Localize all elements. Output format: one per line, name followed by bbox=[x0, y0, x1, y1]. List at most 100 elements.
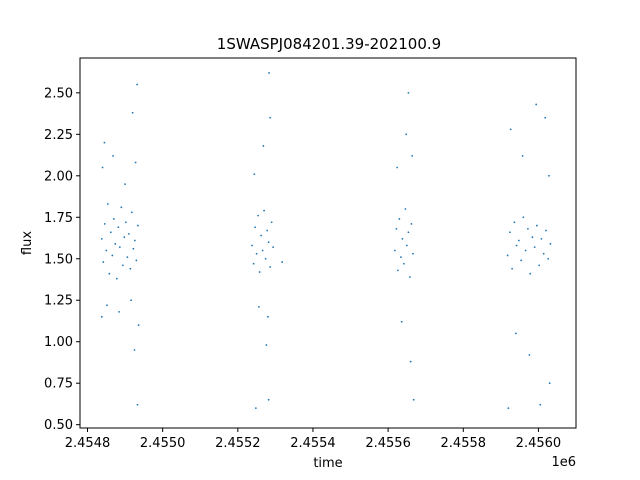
data-point bbox=[103, 141, 106, 144]
data-point bbox=[100, 315, 103, 318]
data-point bbox=[264, 257, 267, 260]
data-point bbox=[533, 246, 536, 249]
data-point bbox=[254, 407, 257, 409]
data-point bbox=[100, 237, 103, 240]
data-point bbox=[136, 83, 139, 86]
data-point bbox=[268, 72, 270, 74]
data-point bbox=[255, 252, 258, 255]
data-point bbox=[106, 203, 109, 205]
data-point bbox=[400, 256, 402, 258]
data-point bbox=[269, 116, 272, 119]
data-point bbox=[539, 403, 542, 406]
data-point bbox=[407, 231, 410, 234]
data-point bbox=[538, 264, 541, 267]
data-point bbox=[112, 154, 114, 157]
data-point bbox=[267, 241, 270, 244]
data-point bbox=[514, 332, 517, 335]
data-point bbox=[257, 214, 260, 217]
data-point bbox=[263, 209, 266, 212]
data-point bbox=[527, 228, 529, 230]
data-point bbox=[513, 221, 516, 224]
data-point bbox=[405, 133, 408, 136]
data-point bbox=[253, 173, 256, 176]
data-point bbox=[130, 211, 133, 214]
data-point bbox=[105, 249, 108, 252]
y-tick-label: 0.75 bbox=[44, 377, 73, 392]
data-point bbox=[401, 237, 404, 240]
data-point bbox=[101, 166, 104, 169]
x-tick-label: 2.4556 bbox=[365, 436, 411, 451]
chart-title: 1SWASPJ084201.39-202100.9 bbox=[217, 35, 441, 53]
data-point bbox=[520, 259, 523, 262]
x-tick-label: 2.4550 bbox=[140, 436, 186, 451]
data-point bbox=[120, 206, 123, 209]
data-point bbox=[406, 244, 408, 247]
y-tick-label: 1.75 bbox=[44, 211, 73, 226]
data-point bbox=[403, 262, 405, 265]
data-point bbox=[111, 254, 114, 257]
data-point bbox=[108, 272, 111, 275]
data-point bbox=[136, 224, 139, 227]
data-point bbox=[132, 247, 135, 250]
data-point bbox=[133, 239, 136, 242]
data-point bbox=[266, 229, 269, 232]
data-point bbox=[548, 382, 551, 385]
data-point bbox=[409, 276, 411, 278]
data-point bbox=[126, 256, 129, 258]
plot-frame bbox=[79, 57, 577, 429]
data-point bbox=[412, 252, 414, 255]
data-point bbox=[508, 231, 511, 234]
data-point bbox=[548, 174, 550, 177]
data-point bbox=[131, 111, 134, 114]
data-point bbox=[410, 223, 413, 225]
data-point bbox=[544, 116, 547, 119]
data-point bbox=[266, 315, 269, 318]
data-point bbox=[102, 261, 105, 263]
y-tick-label: 2.00 bbox=[44, 169, 73, 184]
y-tick-label: 1.25 bbox=[44, 294, 73, 309]
data-point bbox=[528, 354, 531, 356]
data-point bbox=[509, 128, 512, 131]
data-point bbox=[517, 239, 520, 242]
data-point bbox=[136, 403, 139, 406]
y-axis-label: flux bbox=[20, 231, 35, 255]
data-point bbox=[511, 267, 514, 270]
data-point bbox=[269, 266, 272, 268]
x-tick-label: 2.4560 bbox=[516, 436, 562, 451]
data-point bbox=[521, 154, 524, 157]
data-point bbox=[272, 246, 275, 249]
data-point bbox=[515, 244, 518, 247]
data-point bbox=[118, 246, 121, 249]
data-point bbox=[127, 232, 130, 235]
data-point bbox=[262, 145, 265, 147]
x-tick-label: 2.4558 bbox=[441, 436, 487, 451]
data-point bbox=[395, 228, 398, 230]
data-point bbox=[267, 398, 270, 401]
data-point bbox=[409, 360, 412, 363]
y-axis-ticks: 0.50 0.75 1.00 1.25 1.50 1.75 2.00 2.25 2.50 bbox=[44, 86, 80, 433]
data-point bbox=[531, 236, 534, 239]
data-point bbox=[257, 305, 260, 308]
data-point bbox=[404, 208, 407, 210]
data-point bbox=[106, 304, 108, 307]
data-point bbox=[112, 218, 115, 220]
data-point bbox=[117, 226, 120, 229]
x-tick-label: 2.4554 bbox=[290, 436, 336, 451]
data-point bbox=[135, 259, 138, 262]
data-point bbox=[260, 234, 263, 237]
data-point bbox=[254, 226, 256, 229]
data-point bbox=[506, 254, 509, 257]
data-point bbox=[412, 398, 415, 401]
data-point bbox=[251, 244, 254, 247]
data-point bbox=[258, 271, 261, 273]
x-axis-ticks: 2.4548 2.4550 2.4552 2.4554 2.4556 2.4558 2.45… bbox=[65, 428, 561, 451]
data-points bbox=[100, 72, 552, 409]
data-point bbox=[129, 267, 132, 270]
data-point bbox=[123, 236, 126, 239]
data-point bbox=[407, 91, 410, 94]
data-point bbox=[137, 324, 140, 327]
data-point bbox=[124, 183, 126, 186]
x-tick-label: 2.4548 bbox=[65, 436, 111, 451]
